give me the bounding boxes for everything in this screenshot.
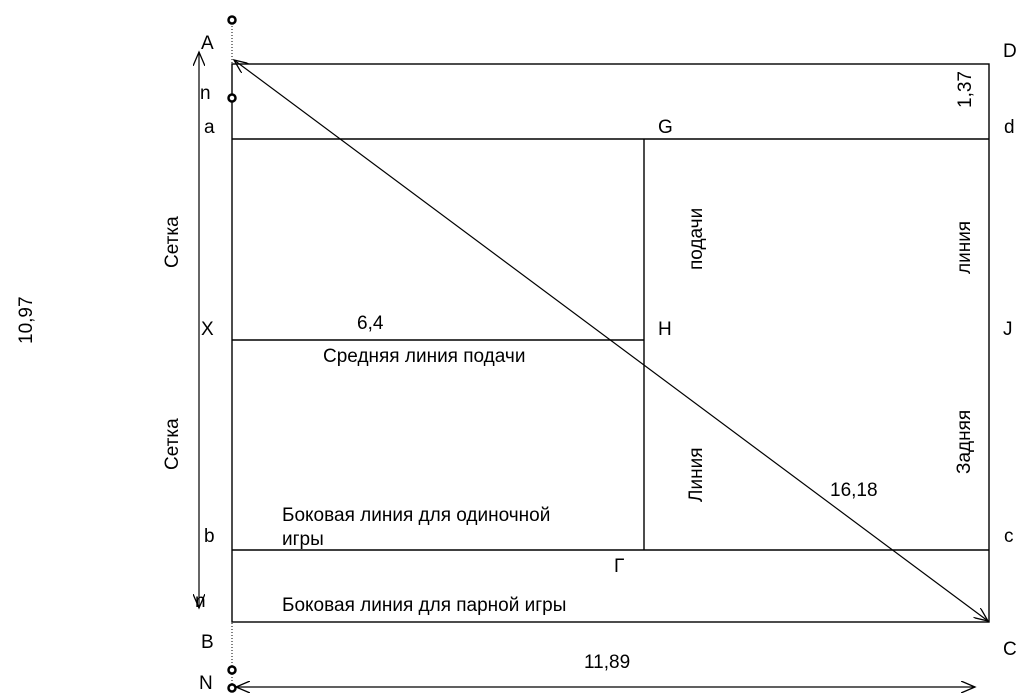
net-post-n-bottom-icon [227,665,237,675]
label-setka-bottom: Сетка [162,418,183,470]
label-zadnyaya: Задняя [954,410,975,474]
label-setka-top: Сетка [162,216,183,268]
diagonal-arrow [234,60,988,621]
court-outline [231,63,990,623]
label-16-18: 16,18 [830,480,878,501]
label-N: N [199,673,213,694]
label-1-37: 1,37 [955,71,976,108]
label-10-97: 10,97 [16,296,37,344]
label-liniya-left: Линия [686,448,707,502]
net-post-bottom-icon [227,683,237,693]
label-H: H [658,319,672,340]
label-a: a [204,117,215,138]
label-A: A [201,33,214,54]
label-J: J [1003,319,1013,340]
net-post-top-icon [227,15,237,25]
net-post-n-top-icon [227,93,237,103]
label-11-89: 11,89 [584,652,630,673]
label-C: C [1003,639,1017,660]
label-c: c [1004,526,1014,547]
label-gamma: Г [614,556,624,577]
label-D: D [1003,41,1017,62]
label-side-single-1: Боковая линия для одиночной [282,505,550,526]
label-n-top: n [200,83,211,104]
label-n-bottom: n [195,591,206,612]
label-b: b [204,526,215,547]
label-6-4: 6,4 [357,313,384,334]
label-middle-service-line: Средняя линия подачи [323,346,525,367]
label-B: B [201,632,214,653]
label-X: X [201,319,214,340]
label-side-single-2: игры [282,529,324,550]
label-liniya-right: линия [954,221,975,274]
label-G: G [658,117,673,138]
label-side-double: Боковая линия для парной игры [282,595,566,616]
label-d: d [1004,117,1015,138]
label-podachi: подачи [686,208,707,270]
